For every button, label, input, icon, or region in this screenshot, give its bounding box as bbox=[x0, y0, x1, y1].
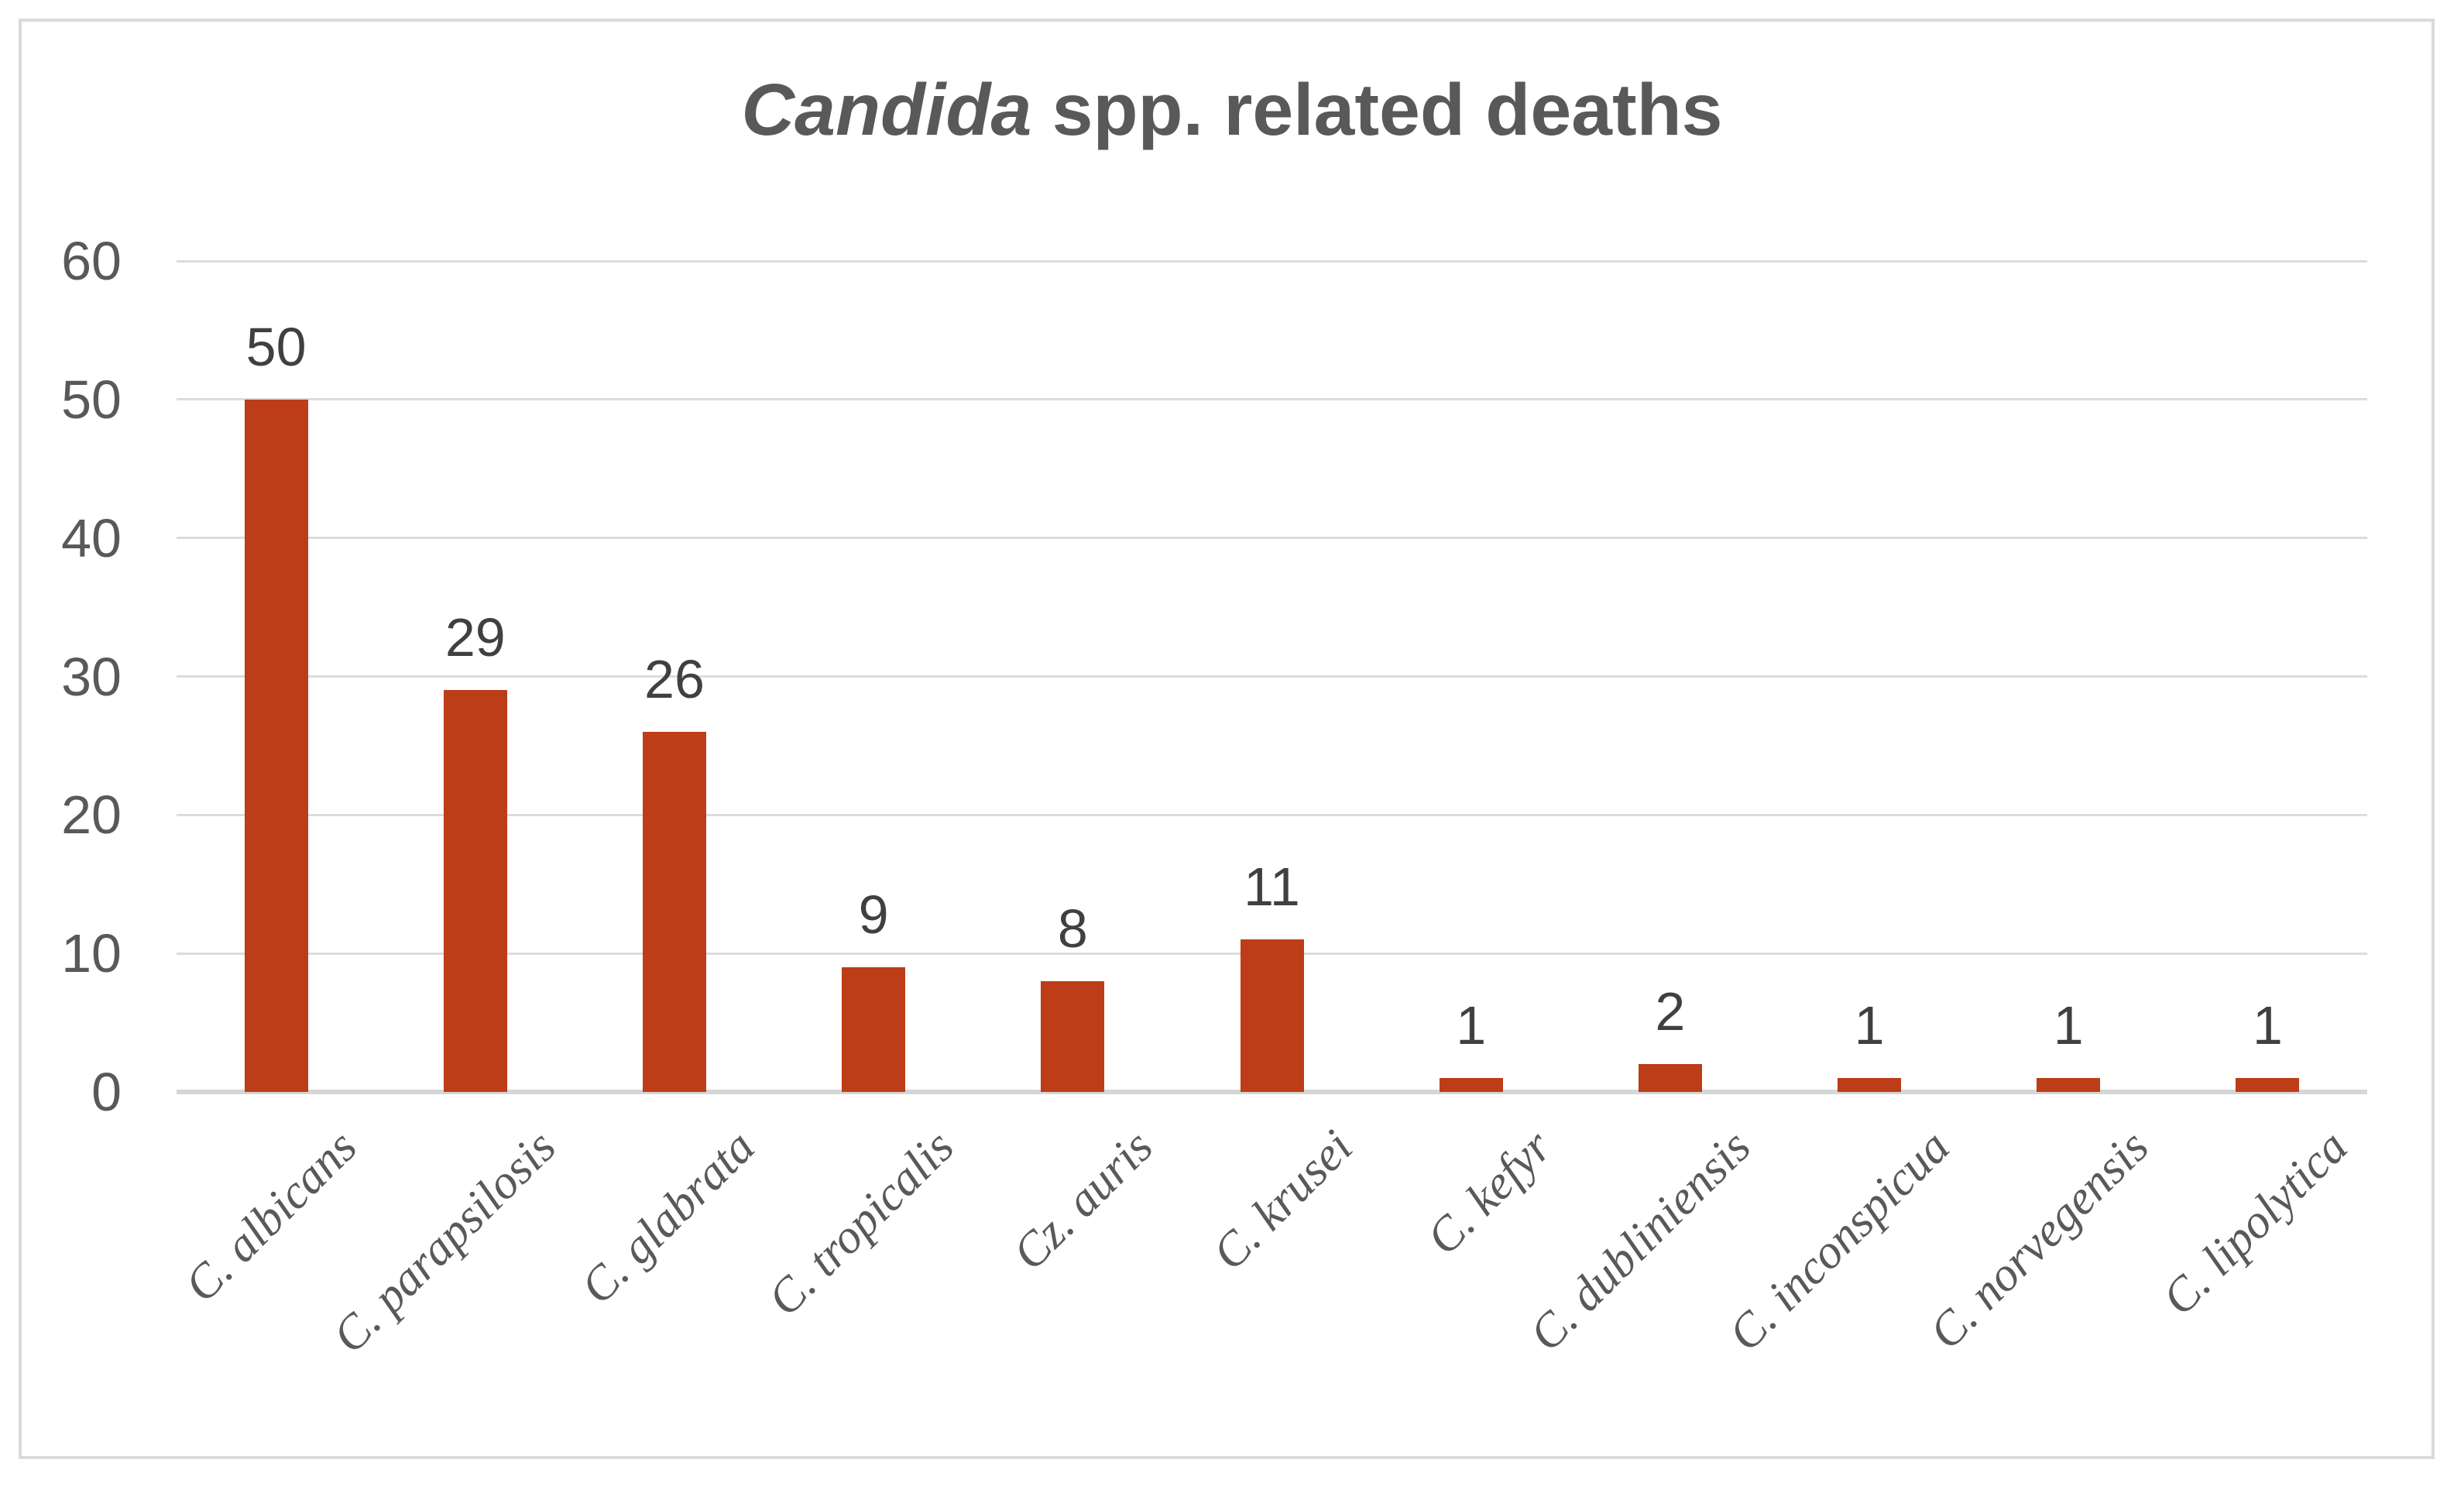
bar-value-label: 9 bbox=[858, 884, 889, 946]
y-axis-tick-label: 60 bbox=[61, 231, 122, 291]
y-axis-tick-label: 10 bbox=[61, 923, 122, 984]
bar bbox=[443, 690, 507, 1092]
chart-title-genus: Candida bbox=[741, 69, 1032, 151]
y-axis-tick-label: 50 bbox=[61, 369, 122, 430]
bar-value-label: 29 bbox=[444, 607, 506, 668]
y-axis-tick-label: 20 bbox=[61, 784, 122, 846]
gridline bbox=[177, 398, 2367, 401]
bar bbox=[2037, 1078, 2101, 1092]
bar-value-label: 1 bbox=[2252, 995, 2283, 1056]
bar bbox=[842, 967, 906, 1092]
y-axis-tick-label: 40 bbox=[61, 507, 122, 568]
y-axis-tick-label: 0 bbox=[91, 1062, 122, 1122]
bar bbox=[2236, 1078, 2300, 1092]
chart-title: Candida spp. related deaths bbox=[0, 68, 2464, 153]
bar bbox=[244, 399, 308, 1092]
bar-value-label: 8 bbox=[1057, 898, 1088, 959]
gridline bbox=[177, 675, 2367, 678]
bar bbox=[642, 732, 706, 1092]
bar bbox=[1439, 1078, 1503, 1092]
bar-value-label: 11 bbox=[1244, 857, 1300, 918]
gridline bbox=[177, 537, 2367, 540]
bar bbox=[1240, 939, 1304, 1092]
chart-frame bbox=[19, 19, 2435, 1459]
bar-value-label: 1 bbox=[1456, 995, 1487, 1056]
bar-value-label: 1 bbox=[1854, 995, 1885, 1056]
bar-value-label: 50 bbox=[245, 316, 307, 377]
bar bbox=[1041, 980, 1105, 1092]
bar-value-label: 1 bbox=[2053, 995, 2084, 1056]
bar bbox=[1638, 1064, 1702, 1092]
bar-value-label: 2 bbox=[1655, 981, 1686, 1042]
bar-value-label: 26 bbox=[644, 649, 705, 710]
axis-baseline bbox=[177, 1090, 2367, 1094]
gridline bbox=[177, 259, 2367, 263]
bar bbox=[1838, 1078, 1902, 1092]
chart-title-rest: spp. related deaths bbox=[1031, 69, 1723, 151]
y-axis-tick-label: 30 bbox=[61, 646, 122, 707]
x-axis-category-label: C. albicans bbox=[174, 1120, 367, 1313]
gridline bbox=[177, 813, 2367, 816]
